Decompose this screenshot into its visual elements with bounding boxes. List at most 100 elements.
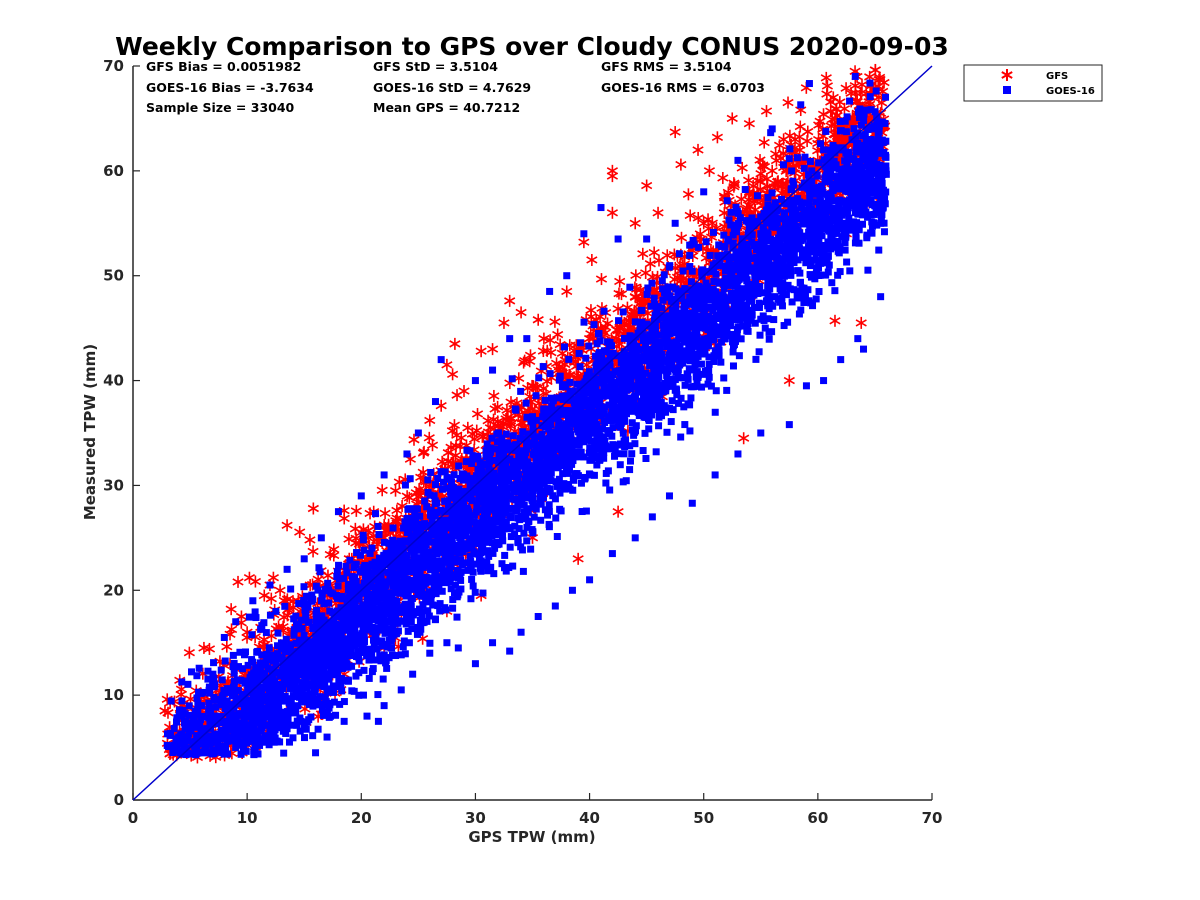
goes16-point bbox=[789, 177, 797, 185]
gfs-point bbox=[203, 642, 216, 655]
goes16-point bbox=[686, 241, 694, 249]
goes16-point bbox=[293, 721, 301, 729]
gfs-point bbox=[379, 507, 391, 520]
gfs-point bbox=[436, 455, 448, 468]
goes16-point bbox=[429, 529, 437, 537]
goes16-point bbox=[772, 216, 780, 224]
goes16-point bbox=[296, 727, 304, 735]
goes16-point bbox=[671, 376, 679, 384]
goes16-point bbox=[720, 374, 728, 382]
goes16-point bbox=[723, 386, 731, 394]
goes16-point bbox=[399, 643, 407, 651]
goes16-point bbox=[663, 317, 671, 325]
goes16-point bbox=[431, 545, 439, 553]
goes16-point bbox=[468, 459, 476, 467]
goes16-point bbox=[365, 674, 373, 682]
goes16-point bbox=[293, 661, 301, 669]
goes16-point bbox=[293, 620, 301, 628]
goes16-point bbox=[852, 231, 860, 239]
goes16-point bbox=[471, 588, 479, 596]
goes16-point bbox=[652, 448, 660, 456]
goes16-point bbox=[836, 243, 844, 251]
goes16-point bbox=[188, 668, 196, 676]
goes16-point bbox=[817, 220, 825, 228]
goes16-point bbox=[790, 286, 798, 294]
goes16-point bbox=[841, 157, 849, 165]
goes16-point bbox=[184, 680, 192, 688]
goes16-point bbox=[834, 271, 842, 279]
gfs-point bbox=[766, 164, 778, 177]
goes16-point bbox=[620, 450, 628, 458]
goes16-point bbox=[400, 524, 408, 532]
goes16-point bbox=[449, 596, 457, 604]
goes16-point bbox=[364, 650, 372, 658]
goes16-point bbox=[599, 425, 607, 433]
goes16-point bbox=[387, 565, 395, 573]
goes16-point bbox=[438, 587, 446, 595]
gfs-point bbox=[652, 206, 664, 219]
gfs-point bbox=[728, 177, 740, 190]
goes16-point bbox=[680, 299, 688, 307]
goes16-point bbox=[538, 422, 546, 430]
gfs-point bbox=[243, 571, 256, 584]
goes16-point bbox=[752, 355, 760, 363]
goes16-point bbox=[373, 568, 381, 576]
goes16-point bbox=[831, 149, 839, 157]
gfs-point bbox=[328, 543, 340, 556]
gfs-point bbox=[682, 188, 695, 201]
goes16-point bbox=[811, 275, 819, 283]
goes16-point bbox=[186, 719, 194, 727]
goes16-point bbox=[236, 648, 244, 656]
gfs-point bbox=[743, 117, 755, 130]
goes16-point bbox=[619, 429, 627, 437]
goes16-point bbox=[659, 388, 667, 396]
gfs-point bbox=[586, 253, 598, 266]
gfs-point bbox=[820, 71, 832, 84]
goes16-point bbox=[370, 640, 378, 648]
goes16-point bbox=[175, 706, 183, 714]
goes16-point bbox=[552, 514, 560, 522]
goes16-point bbox=[178, 712, 186, 720]
goes16-point bbox=[193, 672, 201, 680]
goes16-point bbox=[427, 468, 435, 476]
goes16-point bbox=[725, 216, 733, 224]
gfs-point bbox=[578, 236, 590, 249]
goes16-series bbox=[163, 72, 890, 759]
goes16-point bbox=[447, 585, 455, 593]
goes16-point bbox=[524, 430, 532, 438]
goes16-point bbox=[828, 180, 836, 188]
goes16-point bbox=[210, 659, 218, 667]
goes16-point bbox=[546, 370, 554, 378]
gfs-point bbox=[278, 611, 290, 624]
goes16-point bbox=[495, 429, 503, 437]
goes16-point bbox=[777, 195, 785, 203]
goes16-point bbox=[738, 241, 746, 249]
gfs-point bbox=[265, 592, 277, 605]
goes16-point bbox=[787, 186, 795, 194]
goes16-point bbox=[795, 242, 803, 250]
goes16-point bbox=[626, 466, 634, 474]
gfs-point bbox=[606, 206, 618, 219]
goes16-point bbox=[548, 402, 556, 410]
goes16-point bbox=[609, 349, 617, 357]
goes16-point bbox=[810, 243, 818, 251]
goes16-point bbox=[646, 403, 654, 411]
goes16-point bbox=[374, 522, 382, 530]
gfs-point bbox=[549, 315, 561, 328]
goes16-point bbox=[294, 702, 302, 710]
goes16-point bbox=[617, 358, 625, 366]
goes16-point bbox=[813, 190, 821, 198]
goes16-point bbox=[314, 586, 322, 594]
goes16-point bbox=[561, 381, 569, 389]
goes16-point bbox=[539, 413, 547, 421]
goes16-point bbox=[655, 373, 663, 381]
goes16-point bbox=[315, 564, 323, 572]
goes16-point bbox=[405, 639, 413, 647]
gfs-point bbox=[855, 316, 867, 329]
goes16-point bbox=[722, 274, 730, 282]
goes16-point bbox=[776, 215, 784, 223]
gfs-point bbox=[585, 304, 597, 317]
goes16-point bbox=[711, 347, 719, 355]
goes16-point bbox=[401, 481, 409, 489]
goes16-point bbox=[560, 428, 568, 436]
